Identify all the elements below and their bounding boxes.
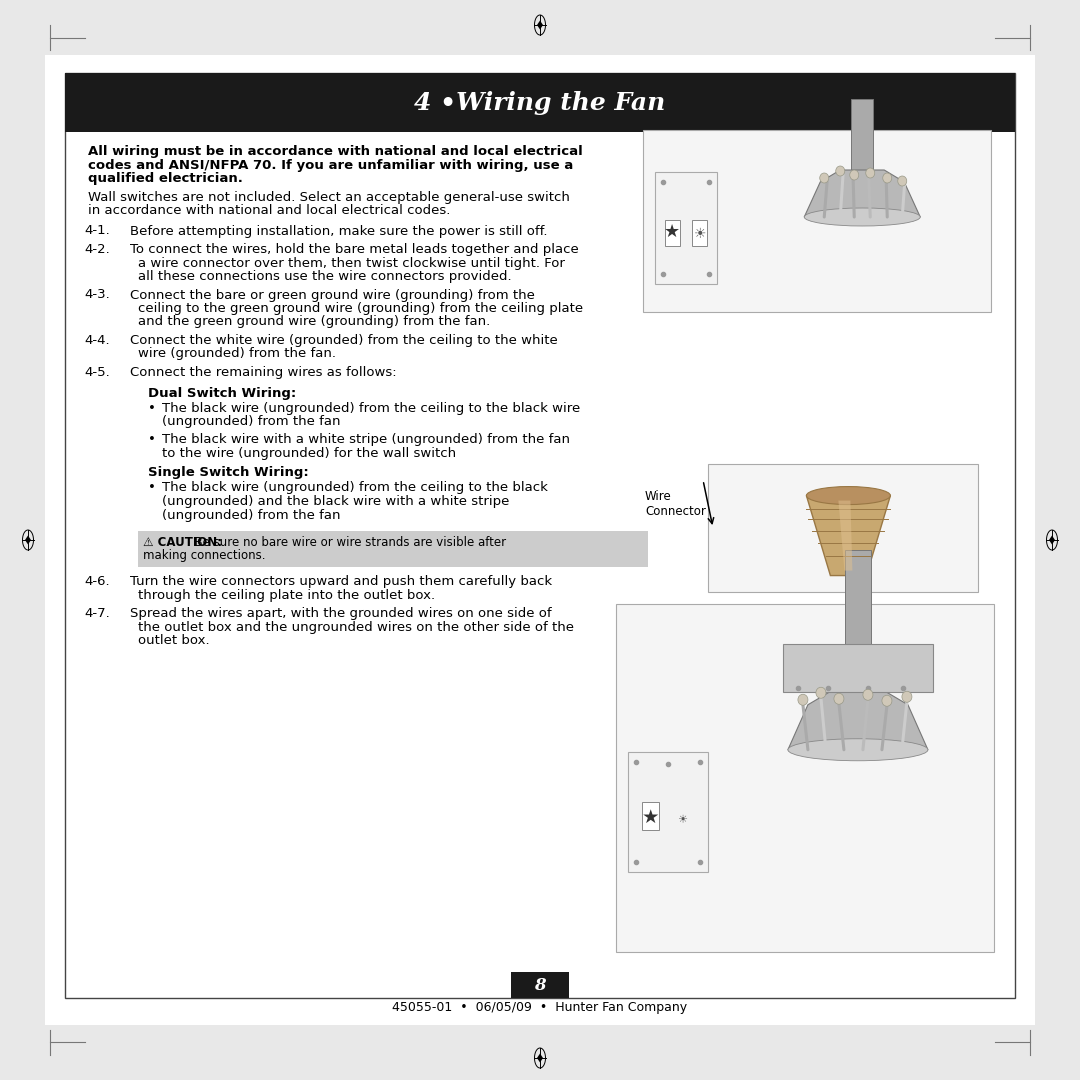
Text: 4-3.: 4-3.: [84, 288, 110, 301]
Text: 4-6.: 4-6.: [84, 575, 110, 588]
Text: the outlet box and the ungrounded wires on the other side of the: the outlet box and the ungrounded wires …: [138, 621, 573, 634]
Text: 4-5.: 4-5.: [84, 366, 110, 379]
Bar: [627, 752, 708, 872]
Ellipse shape: [863, 689, 873, 700]
Text: (ungrounded) and the black wire with a white stripe: (ungrounded) and the black wire with a w…: [162, 495, 510, 508]
Bar: [708, 464, 978, 592]
Text: Wall switches are not included. Select an acceptable general-use switch: Wall switches are not included. Select a…: [87, 190, 570, 203]
Bar: [665, 220, 680, 246]
Ellipse shape: [882, 696, 892, 706]
Ellipse shape: [788, 739, 928, 760]
Text: ☀: ☀: [677, 815, 687, 825]
Polygon shape: [807, 496, 890, 576]
Polygon shape: [537, 1053, 543, 1063]
Text: qualified electrician.: qualified electrician.: [87, 172, 243, 185]
Polygon shape: [25, 536, 31, 544]
Ellipse shape: [902, 691, 912, 702]
Text: to the wire (ungrounded) for the wall switch: to the wire (ungrounded) for the wall sw…: [162, 446, 456, 459]
Text: To connect the wires, hold the bare metal leads together and place: To connect the wires, hold the bare meta…: [130, 243, 579, 256]
Text: ⚠ CAUTION:: ⚠ CAUTION:: [143, 536, 222, 549]
Text: The black wire with a white stripe (ungrounded) from the fan: The black wire with a white stripe (ungr…: [162, 433, 570, 446]
Text: (ungrounded) from the fan: (ungrounded) from the fan: [162, 416, 340, 429]
Text: The black wire (ungrounded) from the ceiling to the black: The black wire (ungrounded) from the cei…: [162, 482, 548, 495]
Text: Spread the wires apart, with the grounded wires on one side of: Spread the wires apart, with the grounde…: [130, 607, 552, 620]
Text: 4-1.: 4-1.: [84, 225, 110, 238]
Text: wire (grounded) from the fan.: wire (grounded) from the fan.: [138, 348, 336, 361]
Text: codes and ANSI/NFPA 70. If you are unfamiliar with wiring, use a: codes and ANSI/NFPA 70. If you are unfam…: [87, 159, 573, 172]
Text: 8: 8: [535, 976, 545, 994]
Text: a wire connector over them, then twist clockwise until tight. For: a wire connector over them, then twist c…: [138, 256, 565, 270]
Polygon shape: [1049, 536, 1055, 544]
Ellipse shape: [866, 168, 875, 178]
Ellipse shape: [805, 208, 920, 226]
Ellipse shape: [850, 170, 859, 180]
Text: in accordance with national and local electrical codes.: in accordance with national and local el…: [87, 204, 450, 217]
Ellipse shape: [798, 694, 808, 705]
Ellipse shape: [815, 687, 826, 699]
Polygon shape: [805, 170, 920, 217]
Text: •: •: [148, 433, 156, 446]
Text: Before attempting installation, make sure the power is still off.: Before attempting installation, make sur…: [130, 225, 548, 238]
Bar: [511, 972, 569, 998]
Bar: [851, 99, 874, 217]
Bar: [845, 550, 870, 750]
Text: all these connections use the wire connectors provided.: all these connections use the wire conne…: [138, 270, 512, 283]
Text: 4-7.: 4-7.: [84, 607, 110, 620]
Text: 4-4.: 4-4.: [84, 334, 110, 347]
Text: Turn the wire connectors upward and push them carefully back: Turn the wire connectors upward and push…: [130, 575, 552, 588]
Polygon shape: [838, 500, 852, 570]
Text: All wiring must be in accordance with national and local electrical: All wiring must be in accordance with na…: [87, 145, 583, 158]
Bar: [692, 220, 707, 246]
Bar: [783, 644, 933, 692]
Bar: [138, 531, 648, 567]
Text: The black wire (ungrounded) from the ceiling to the black wire: The black wire (ungrounded) from the cei…: [162, 402, 580, 415]
Text: and the green ground wire (grounding) from the fan.: and the green ground wire (grounding) fr…: [138, 315, 490, 328]
Text: Single Switch Wiring:: Single Switch Wiring:: [148, 465, 309, 480]
Text: •: •: [148, 482, 156, 495]
Text: (ungrounded) from the fan: (ungrounded) from the fan: [162, 509, 340, 522]
Text: Dual Switch Wiring:: Dual Switch Wiring:: [148, 387, 296, 400]
Bar: [65, 73, 1015, 998]
Text: 45055-01  •  06/05/09  •  Hunter Fan Company: 45055-01 • 06/05/09 • Hunter Fan Company: [392, 1001, 688, 1014]
Text: Wire
Connector: Wire Connector: [645, 490, 706, 518]
Bar: [65, 73, 1015, 132]
Text: making connections.: making connections.: [143, 550, 266, 563]
Ellipse shape: [836, 166, 845, 176]
Bar: [642, 802, 659, 831]
Ellipse shape: [897, 176, 907, 186]
Ellipse shape: [807, 487, 890, 504]
Bar: [643, 130, 991, 312]
Text: 4 •Wiring the Fan: 4 •Wiring the Fan: [415, 91, 665, 114]
Bar: [45, 55, 1035, 1025]
Text: ☀: ☀: [693, 227, 706, 241]
Text: Connect the remaining wires as follows:: Connect the remaining wires as follows:: [130, 366, 396, 379]
Polygon shape: [537, 21, 543, 29]
Ellipse shape: [820, 173, 828, 183]
Ellipse shape: [882, 173, 892, 183]
Text: through the ceiling plate into the outlet box.: through the ceiling plate into the outle…: [138, 589, 435, 602]
Polygon shape: [788, 692, 928, 750]
Text: Connect the bare or green ground wire (grounding) from the: Connect the bare or green ground wire (g…: [130, 288, 535, 301]
Text: Be sure no bare wire or wire strands are visible after: Be sure no bare wire or wire strands are…: [187, 536, 507, 549]
Text: outlet box.: outlet box.: [138, 634, 210, 647]
Text: ★: ★: [664, 222, 680, 241]
Text: ceiling to the green ground wire (grounding) from the ceiling plate: ceiling to the green ground wire (ground…: [138, 302, 583, 315]
Ellipse shape: [834, 693, 843, 704]
Text: •: •: [148, 402, 156, 415]
Bar: [616, 604, 994, 951]
Bar: [654, 172, 717, 284]
Bar: [854, 210, 870, 217]
Text: 4-2.: 4-2.: [84, 243, 110, 256]
Text: ★: ★: [642, 808, 659, 826]
Text: Connect the white wire (grounded) from the ceiling to the white: Connect the white wire (grounded) from t…: [130, 334, 557, 347]
